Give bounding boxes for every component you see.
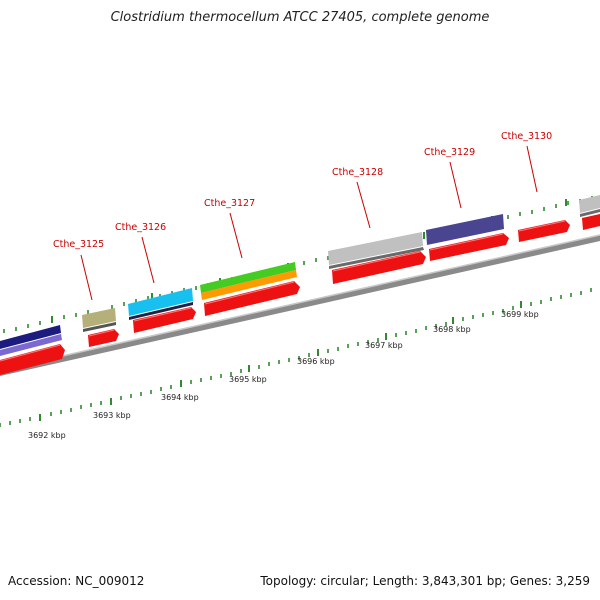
feature-track bbox=[0, 195, 600, 356]
scale-label: 3693 kbp bbox=[93, 411, 131, 420]
feature-bar bbox=[83, 322, 116, 332]
gene-label: Cthe_3129 bbox=[424, 147, 475, 158]
gene-label: Cthe_3126 bbox=[115, 222, 166, 233]
cds-arrow bbox=[429, 233, 509, 261]
feature-bar bbox=[580, 209, 600, 217]
feature-bar bbox=[329, 247, 424, 269]
feature-bar bbox=[0, 334, 62, 356]
gene-label-leaders bbox=[80, 145, 538, 301]
cds-arrow bbox=[518, 220, 570, 242]
feature-bar bbox=[82, 308, 116, 328]
genome-summary-text: Topology: circular; Length: 3,843,301 bp… bbox=[260, 574, 590, 588]
gene-label: Cthe_3125 bbox=[53, 239, 104, 250]
gene-label: Cthe_3128 bbox=[332, 167, 383, 178]
cds-arrow bbox=[582, 214, 600, 230]
feature-bar bbox=[426, 214, 504, 245]
scale-label: 3699 kbp bbox=[501, 310, 539, 319]
feature-bar bbox=[328, 232, 423, 265]
cds-arrow bbox=[133, 307, 196, 333]
feature-bar bbox=[201, 270, 297, 300]
gene-label: Cthe_3127 bbox=[204, 198, 255, 209]
map-title: Clostridium thermocellum ATCC 27405, com… bbox=[110, 10, 490, 25]
scale-label: 3692 kbp bbox=[28, 431, 66, 440]
scale-label: 3695 kbp bbox=[229, 375, 267, 384]
feature-bar bbox=[128, 288, 193, 316]
scale-label: 3697 kbp bbox=[365, 341, 403, 350]
cds-highlights bbox=[0, 220, 566, 362]
feature-bar bbox=[0, 325, 61, 349]
cds-arrow bbox=[204, 281, 300, 316]
scale-label: 3694 kbp bbox=[161, 393, 199, 402]
scale-label: 3696 kbp bbox=[297, 357, 335, 366]
cds-arrow bbox=[0, 344, 65, 375]
genome-backbone bbox=[0, 235, 600, 376]
gene-label: Cthe_3130 bbox=[501, 131, 552, 142]
scale-label: 3698 kbp bbox=[433, 325, 471, 334]
cds-arrow bbox=[332, 251, 426, 284]
gene-labels: Cthe_3125 Cthe_3126 Cthe_3127 Cthe_3128 … bbox=[53, 131, 552, 250]
cds-track bbox=[0, 214, 600, 375]
scale-labels: 3692 kbp 3693 kbp 3694 kbp 3695 kbp 3696… bbox=[28, 310, 539, 440]
feature-bar bbox=[200, 262, 296, 293]
cds-arrow bbox=[88, 329, 119, 347]
feature-bar bbox=[129, 302, 193, 320]
scale-tick-marks bbox=[0, 288, 592, 427]
feature-bar bbox=[579, 195, 600, 213]
accession-text: Accession: NC_009012 bbox=[8, 574, 145, 588]
